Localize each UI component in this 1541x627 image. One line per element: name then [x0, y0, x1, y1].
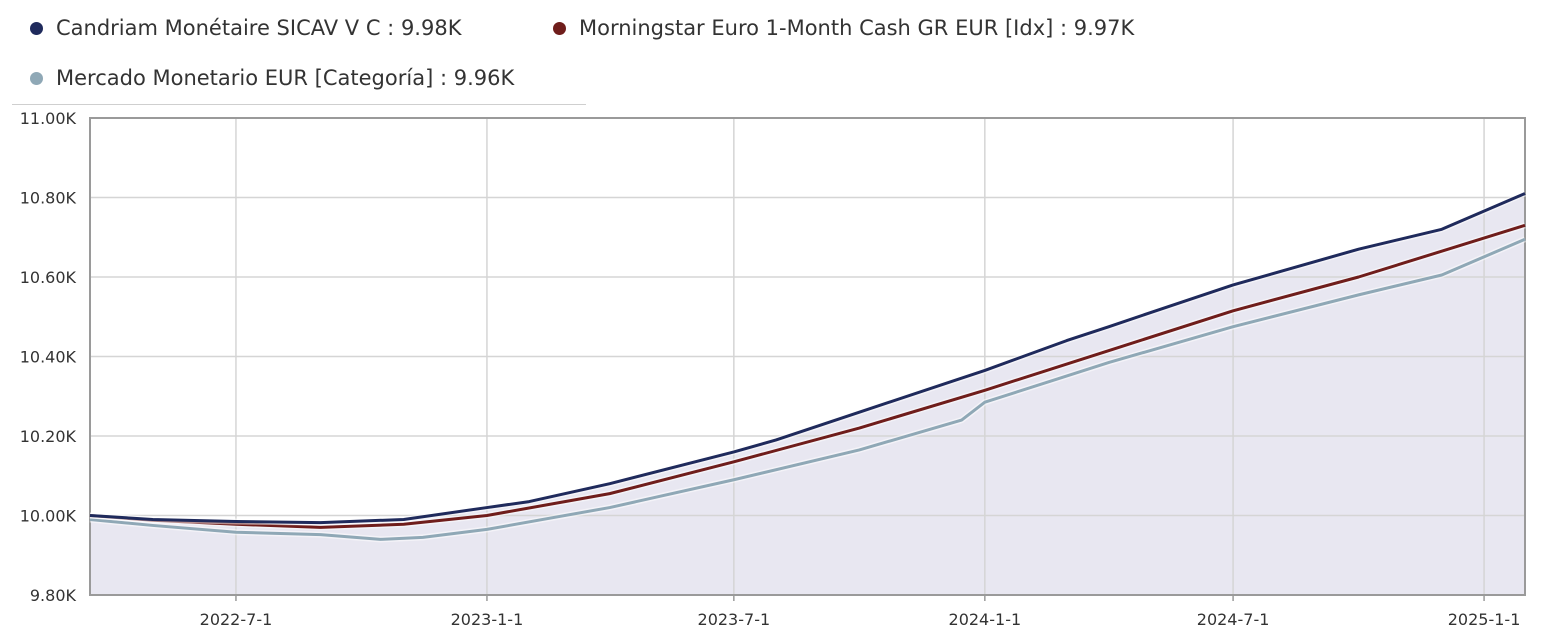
x-tick-label: 2024-1-1: [949, 610, 1022, 627]
legend-label-category: Mercado Monetario EUR [Categoría] : 9.96…: [56, 66, 515, 90]
y-tick-label: 9.80K: [30, 586, 77, 605]
x-tick-label: 2023-7-1: [698, 610, 771, 627]
y-tick-label: 10.60K: [20, 268, 77, 287]
series-line-category: [89, 237, 1526, 541]
x-tick-label: 2025-1-1: [1448, 610, 1521, 627]
y-tick-label: 10.20K: [20, 427, 77, 446]
legend-marker-candriam: [30, 21, 43, 35]
legend-marker-morningstar-index: [553, 21, 566, 35]
legend-label-morningstar-index: Morningstar Euro 1-Month Cash GR EUR [Id…: [579, 16, 1135, 40]
legend-item-morningstar-index[interactable]: Morningstar Euro 1-Month Cash GR EUR [Id…: [553, 16, 1134, 40]
legend-item-candriam[interactable]: Candriam Monétaire SICAV V C : 9.98K: [30, 16, 461, 40]
area-fill: [90, 193, 1525, 595]
chart-legend: Candriam Monétaire SICAV V C : 9.98K Mor…: [12, 0, 1134, 105]
y-tick-label: 10.40K: [20, 348, 77, 367]
legend-marker-category: [30, 71, 43, 85]
x-tick-label: 2023-1-1: [451, 610, 524, 627]
legend-label-candriam: Candriam Monétaire SICAV V C : 9.98K: [56, 16, 462, 40]
plot-frame: [89, 117, 1526, 596]
y-tick-label: 11.00K: [20, 109, 77, 128]
y-tick-label: 10.00K: [20, 507, 77, 526]
x-tick-label: 2022-7-1: [200, 610, 273, 627]
y-tick-label: 10.80K: [20, 189, 77, 208]
legend-item-category[interactable]: Mercado Monetario EUR [Categoría] : 9.96…: [30, 66, 514, 90]
series-line-candriam: [89, 192, 1526, 525]
series-line-morningstar-index: [89, 223, 1526, 529]
x-tick-label: 2024-7-1: [1197, 610, 1270, 627]
